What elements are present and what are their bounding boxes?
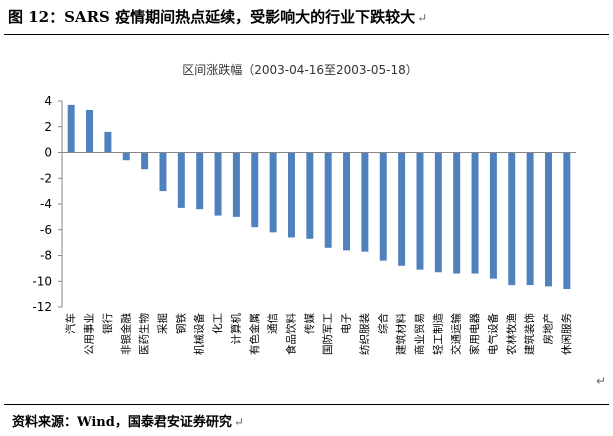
x-tick-label: 电气设备 bbox=[486, 313, 499, 355]
y-axis: 4 2 0 -2 -4 -6 -8 -10 -12 bbox=[32, 94, 63, 314]
bar bbox=[526, 152, 534, 286]
x-tick-label: 食品饮料 bbox=[284, 313, 297, 355]
bar bbox=[434, 152, 442, 273]
bar bbox=[453, 152, 461, 274]
x-tick-label: 采掘 bbox=[156, 313, 169, 334]
x-tick-label: 国防军工 bbox=[321, 313, 334, 355]
x-tick-label: 传媒 bbox=[303, 313, 316, 334]
chart-title: 区间涨跌幅（2003-04-16至2003-05-18） bbox=[182, 62, 417, 77]
x-tick-label: 建筑装饰 bbox=[523, 313, 536, 355]
bar bbox=[287, 152, 295, 238]
bars bbox=[67, 104, 571, 289]
y-tick-label: -10 bbox=[32, 274, 52, 288]
y-tick-label: -4 bbox=[40, 197, 52, 211]
figure-source: 资料来源：Wind，国泰君安证券研究 ↵ bbox=[12, 415, 244, 430]
bar bbox=[214, 152, 222, 216]
y-tick-label: -12 bbox=[32, 300, 52, 314]
bar bbox=[67, 104, 75, 153]
bar bbox=[508, 152, 516, 286]
bar bbox=[177, 152, 185, 208]
bar bbox=[269, 152, 277, 233]
figure-title: 图 12：SARS 疫情期间热点延续，受影响大的行业下跌较大 ↵ bbox=[8, 8, 428, 26]
bar bbox=[86, 110, 94, 153]
x-tick-label: 汽车 bbox=[64, 313, 77, 334]
x-tick-label: 钢铁 bbox=[174, 313, 187, 334]
bar bbox=[196, 152, 204, 210]
x-tick-label: 有色金属 bbox=[248, 313, 261, 355]
paragraph-mark-icon: ↵ bbox=[233, 415, 244, 429]
x-tick-label: 纺织服装 bbox=[358, 313, 371, 355]
bar bbox=[361, 152, 369, 252]
x-tick-label: 家用电器 bbox=[468, 313, 481, 355]
x-tick-label: 交通运输 bbox=[450, 313, 463, 355]
bar bbox=[251, 152, 259, 228]
bar bbox=[122, 152, 130, 161]
bar bbox=[343, 152, 351, 251]
x-tick-label: 建筑材料 bbox=[395, 313, 408, 355]
bar bbox=[324, 152, 332, 248]
bar bbox=[159, 152, 167, 192]
x-tick-label: 医药生物 bbox=[138, 313, 151, 355]
x-tick-label: 电子 bbox=[340, 313, 353, 334]
x-tick-label: 休闲服务 bbox=[560, 313, 573, 355]
x-tick-label: 轻工制造 bbox=[431, 313, 444, 355]
y-tick-label: 0 bbox=[44, 146, 52, 160]
bar bbox=[141, 152, 149, 170]
bar bbox=[379, 152, 387, 261]
x-tick-label: 通信 bbox=[267, 313, 279, 334]
bar-chart: 区间涨跌幅（2003-04-16至2003-05-18） 4 2 0 -2 -4 -6 -8… bbox=[32, 62, 576, 355]
x-tick-label: 农林牧渔 bbox=[505, 313, 518, 355]
source-rule bbox=[4, 404, 609, 405]
bar bbox=[563, 152, 571, 289]
x-tick-label: 商业贸易 bbox=[413, 313, 426, 355]
y-tick-label: -2 bbox=[40, 171, 52, 185]
paragraph-mark-icon: ↵ bbox=[596, 374, 607, 388]
x-tick-label: 计算机 bbox=[229, 313, 242, 345]
x-tick-label: 房地产 bbox=[541, 313, 554, 345]
x-tick-label: 银行 bbox=[101, 313, 114, 334]
y-tick-label: 4 bbox=[44, 94, 52, 108]
bar bbox=[232, 152, 240, 217]
x-tick-label: 公用事业 bbox=[83, 313, 96, 355]
title-rule bbox=[4, 34, 609, 35]
x-tick-label: 机械设备 bbox=[193, 313, 206, 355]
bar bbox=[544, 152, 552, 287]
y-tick-label: -8 bbox=[40, 249, 52, 263]
bar bbox=[398, 152, 406, 266]
bar bbox=[416, 152, 424, 270]
y-tick-label: -6 bbox=[40, 223, 52, 237]
x-tick-label: 综合 bbox=[376, 313, 389, 334]
bar bbox=[306, 152, 314, 239]
x-tick-label: 化工 bbox=[211, 313, 224, 334]
x-tick-labels: 汽车 公用事业 银行 非银金融 医药生物 采掘 钢铁 机械设备 化工 计算机 有色金属 通信 食品饮料传… bbox=[64, 313, 573, 355]
bar bbox=[489, 152, 497, 279]
x-tick-label: 非银金融 bbox=[119, 313, 132, 355]
bar bbox=[471, 152, 479, 274]
y-tick-label: 2 bbox=[44, 120, 52, 134]
paragraph-mark-icon: ↵ bbox=[417, 11, 428, 25]
bar bbox=[104, 131, 112, 153]
